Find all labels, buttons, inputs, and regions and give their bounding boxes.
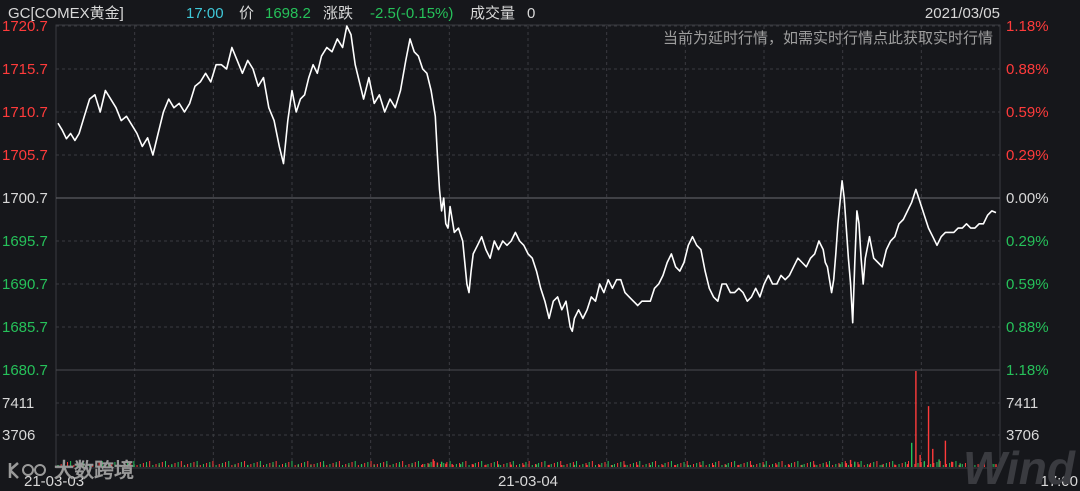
watermark-left: 大数跨境 [54, 458, 134, 482]
date-label: 2021/03/05 [925, 5, 1000, 22]
pct-axis-ticks: 1.18% 0.88% 0.59% 0.29% 0.00% 0.29% 0.59% 0.88%… [1006, 18, 1049, 379]
volume-tick-label-right: 7411 [1006, 395, 1038, 412]
price-label: 价 [239, 5, 254, 22]
delay-notice[interactable]: 当前为延时行情，如需实时行情点此获取实时行情 [663, 30, 993, 47]
time-label: 17:00 [186, 5, 224, 22]
pct-tick-label: 0.29% [1006, 147, 1049, 164]
y-tick-label: 1685.7 [2, 319, 48, 336]
pct-tick-label: 1.18% [1006, 18, 1049, 35]
grid-lines [55, 24, 1001, 469]
plot-frame [55, 24, 1001, 469]
y-tick-label: 1700.7 [2, 190, 48, 207]
y-tick-label: 1695.7 [2, 233, 48, 250]
pct-tick-label: 0.29% [1006, 233, 1049, 250]
y-axis-ticks: 1720.7 1715.7 1710.7 1705.7 1700.7 1695.7 1690… [2, 18, 48, 379]
x-tick-label: 21-03-03 [24, 473, 84, 490]
y-tick-label: 1680.7 [2, 362, 48, 379]
symbol-label: GC[COMEX黄金] [8, 5, 124, 22]
price-line [57, 25, 997, 333]
pct-tick-label: 0.00% [1006, 190, 1049, 207]
volume-label: 成交量 [470, 4, 515, 22]
volume-tick-label-right: 3706 [1006, 427, 1039, 444]
pct-tick-label: 0.59% [1006, 276, 1049, 293]
y-tick-label: 1690.7 [2, 276, 48, 293]
volume-tick-label-left: 3706 [2, 427, 35, 444]
watermark-right: Wind [963, 442, 1076, 491]
price-value: 1698.2 [265, 5, 311, 22]
x-axis-ticks: 21-03-03 21-03-04 17:00 [24, 473, 1078, 490]
x-tick-label: 17:00 [1040, 473, 1078, 490]
pct-tick-label: 0.59% [1006, 104, 1049, 121]
pct-tick-label: 0.88% [1006, 61, 1049, 78]
y-tick-label: 1720.7 [2, 18, 48, 35]
x-tick-label: 21-03-04 [498, 473, 558, 490]
change-value: -2.5(-0.15%) [370, 5, 453, 22]
volume-tick-label-left: 7411 [2, 395, 34, 412]
pct-tick-label: 1.18% [1006, 362, 1049, 379]
y-tick-label: 1715.7 [2, 61, 48, 78]
volume-value: 0 [527, 5, 535, 22]
volume-axis-ticks: 7411 7411 3706 3706 [2, 395, 1039, 444]
y-tick-label: 1705.7 [2, 147, 48, 164]
volume-bars [57, 371, 997, 467]
y-tick-label: 1710.7 [2, 104, 48, 121]
pct-tick-label: 0.88% [1006, 319, 1049, 336]
brand-logo [8, 462, 46, 479]
change-label: 涨跌 [323, 5, 353, 22]
